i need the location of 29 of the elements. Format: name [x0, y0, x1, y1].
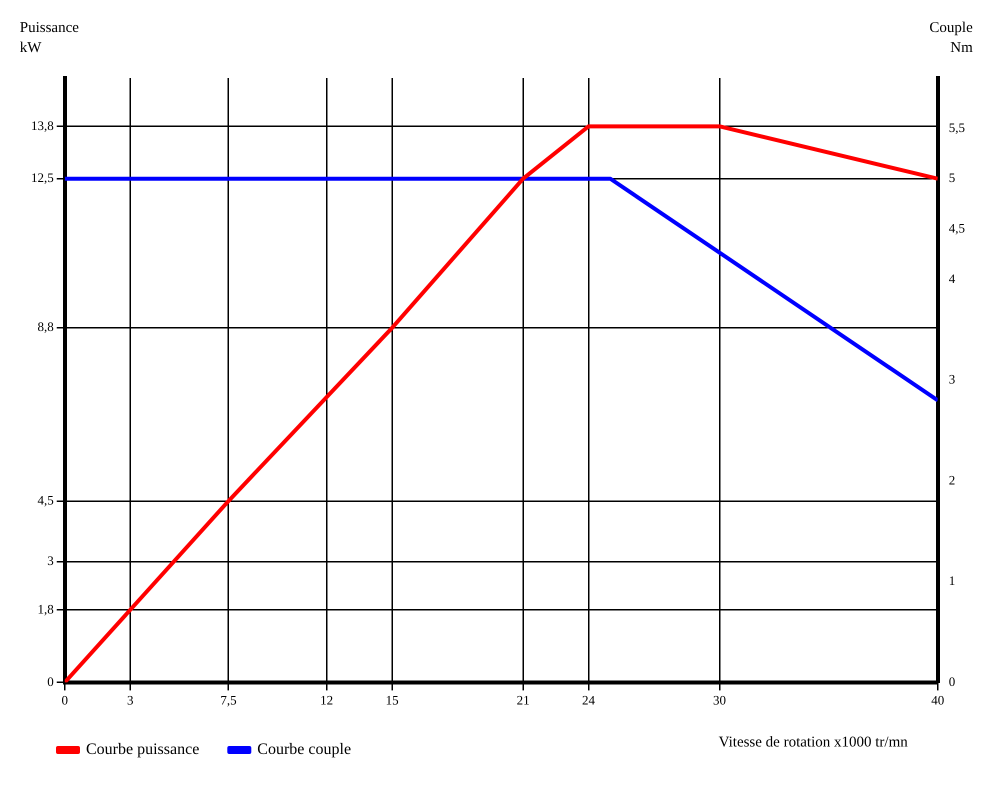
y-tick-label: 0	[47, 674, 54, 689]
y2-tick-label: 5	[948, 170, 956, 186]
x-tick-label: 7,5	[220, 692, 237, 708]
y-axis-title: Puissance kW	[20, 20, 80, 56]
y-tick-label: 12,5	[31, 170, 54, 186]
x-tick-label: 21	[516, 692, 530, 708]
legend-label: Courbe couple	[257, 741, 352, 758]
y2-tick-label: 4	[948, 270, 956, 286]
y-tick-label: 8,8	[38, 319, 54, 334]
y2-tick-label: 2	[948, 472, 956, 488]
y2-tick-label: 5,5	[948, 120, 965, 135]
y-tick-label: 13,8	[31, 118, 54, 133]
y2-axis-title: Couple Nm	[929, 20, 974, 56]
x-tick-label: 0	[62, 692, 68, 708]
y2-tick-label: 0	[948, 674, 956, 689]
x-tick-label: 3	[126, 692, 134, 708]
x-tick-label: 15	[386, 692, 399, 708]
y-tick-label: 3	[47, 552, 54, 568]
legend-label: Courbe puissance	[86, 741, 200, 758]
x-axis-title: Vitesse de rotation x1000 tr/mn	[718, 734, 908, 750]
x-tick-label: 30	[713, 692, 726, 708]
y2-tick-label: 3	[948, 372, 956, 387]
y2-tick-label: 4,5	[948, 220, 965, 236]
y-tick-label: 4,5	[38, 492, 54, 508]
x-tick-label: 40	[931, 692, 944, 708]
y-tick-label: 1,8	[38, 601, 54, 616]
y2-tick-label: 1	[948, 573, 956, 588]
x-tick-label: 24	[582, 692, 596, 708]
x-tick-label: 12	[320, 692, 334, 708]
